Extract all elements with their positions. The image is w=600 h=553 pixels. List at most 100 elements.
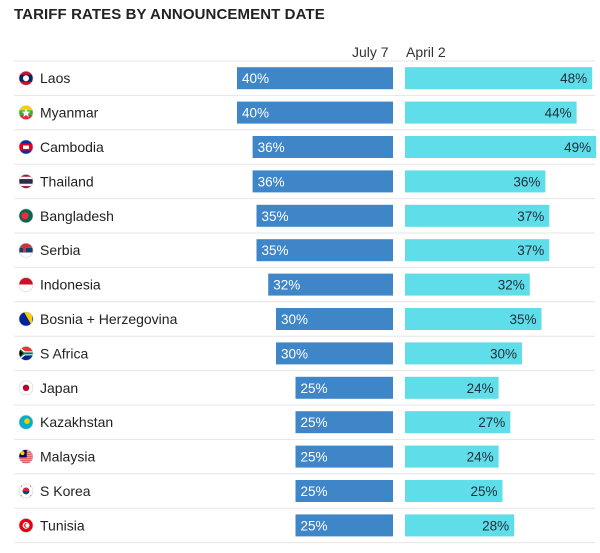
row-s-korea: S Korea 25% 25% — [14, 480, 595, 509]
data-label-july-7: 25% — [301, 484, 328, 499]
serbia-flag-icon — [18, 242, 34, 258]
bar-july-7 — [295, 411, 393, 434]
row-s-africa: S Africa 30% 30% — [14, 342, 595, 372]
myanmar-flag-icon — [18, 105, 34, 120]
row-kazakhstan: Kazakhstan 25% 27% — [14, 411, 595, 440]
row-malaysia: Malaysia 25% 24% — [14, 445, 595, 475]
row-serbia: Serbia 35% 37% — [14, 239, 595, 268]
data-label-april-2: 49% — [564, 140, 591, 155]
bar-april-2 — [405, 136, 597, 158]
thailand-flag-icon — [18, 174, 34, 189]
bar-july-7 — [276, 342, 393, 365]
data-label-april-2: 32% — [498, 278, 525, 293]
bar-april-2 — [405, 445, 499, 468]
data-label-april-2: 27% — [478, 415, 505, 430]
japan-flag-icon — [18, 380, 34, 396]
row-japan: Japan 25% 24% — [14, 376, 595, 406]
malaysia-flag-icon — [18, 449, 34, 464]
data-label-april-2: 24% — [467, 381, 494, 396]
kazakhstan-flag-icon — [18, 414, 34, 430]
country-label: Tunisia — [40, 517, 85, 533]
row-laos: Laos 40% 48% — [14, 67, 595, 96]
country-label: Japan — [40, 380, 78, 396]
bar-july-7 — [256, 204, 393, 227]
data-label-april-2: 36% — [513, 174, 540, 189]
bar-july-7 — [237, 67, 393, 90]
bosnia-flag-icon — [18, 311, 34, 327]
data-label-july-7: 25% — [301, 518, 328, 533]
data-label-april-2: 35% — [509, 312, 536, 327]
data-label-july-7: 25% — [301, 381, 328, 396]
data-label-april-2: 28% — [482, 518, 509, 533]
bar-july-7 — [252, 136, 393, 158]
row-bosnia-herzegovina: Bosnia + Herzegovina 30% 35% — [14, 308, 595, 337]
country-label: Cambodia — [40, 139, 104, 155]
country-label: Serbia — [40, 242, 81, 258]
bar-july-7 — [276, 308, 393, 330]
country-label: Indonesia — [40, 277, 101, 293]
data-label-july-7: 36% — [258, 174, 285, 189]
data-label-july-7: 30% — [281, 346, 308, 361]
country-label: Kazakhstan — [40, 414, 113, 430]
data-label-april-2: 37% — [517, 209, 544, 224]
data-label-july-7: 36% — [258, 140, 285, 155]
country-label: Thailand — [40, 173, 94, 189]
indonesia-flag-icon — [18, 277, 34, 292]
tunisia-flag-icon — [18, 518, 34, 533]
row-thailand: Thailand 36% 36% — [14, 170, 595, 200]
row-tunisia: Tunisia 25% 28% — [14, 514, 595, 544]
bar-july-7 — [237, 101, 393, 124]
data-label-july-7: 35% — [262, 243, 289, 258]
bar-april-2 — [405, 273, 530, 296]
laos-flag-icon — [18, 70, 34, 86]
data-label-april-2: 24% — [467, 450, 494, 465]
bar-april-2 — [405, 308, 542, 330]
bar-april-2 — [405, 376, 499, 399]
country-label: Malaysia — [40, 449, 95, 465]
data-label-april-2: 44% — [545, 106, 572, 121]
data-label-april-2: 25% — [470, 484, 497, 499]
bar-april-2 — [405, 342, 522, 365]
bar-april-2 — [405, 514, 515, 537]
row-myanmar: Myanmar 40% 44% — [14, 101, 595, 131]
data-label-april-2: 37% — [517, 243, 544, 258]
row-cambodia: Cambodia 36% 49% — [14, 136, 597, 165]
country-label: S Africa — [40, 345, 88, 361]
bar-july-7 — [252, 170, 393, 193]
bangladesh-flag-icon — [18, 208, 34, 224]
row-indonesia: Indonesia 32% 32% — [14, 273, 595, 303]
bar-april-2 — [405, 170, 546, 193]
bar-april-2 — [405, 101, 577, 124]
bar-july-7 — [295, 376, 393, 399]
bar-april-2 — [405, 480, 503, 502]
bar-july-7 — [295, 514, 393, 537]
chart-title: TARIFF RATES BY ANNOUNCEMENT DATE — [14, 6, 325, 23]
country-label: Bangladesh — [40, 208, 114, 224]
bar-july-7 — [268, 273, 393, 296]
south-korea-flag-icon — [18, 483, 34, 499]
bar-april-2 — [405, 67, 593, 90]
data-label-july-7: 25% — [301, 450, 328, 465]
bar-april-2 — [405, 204, 550, 227]
bar-july-7 — [256, 239, 393, 262]
data-label-april-2: 30% — [490, 346, 517, 361]
bar-july-7 — [295, 445, 393, 468]
row-bangladesh: Bangladesh 35% 37% — [14, 204, 595, 234]
series-label-april-2: April 2 — [406, 44, 446, 60]
data-label-july-7: 40% — [242, 106, 269, 121]
data-label-july-7: 32% — [273, 278, 300, 293]
data-label-april-2: 48% — [560, 71, 587, 86]
country-label: Bosnia + Herzegovina — [40, 311, 178, 327]
bar-april-2 — [405, 239, 550, 262]
country-label: Myanmar — [40, 105, 99, 121]
series-label-july-7: July 7 — [352, 44, 389, 60]
bar-july-7 — [295, 480, 393, 502]
data-label-july-7: 40% — [242, 71, 269, 86]
country-label: S Korea — [40, 483, 91, 499]
data-label-july-7: 25% — [301, 415, 328, 430]
country-label: Laos — [40, 70, 70, 86]
cambodia-flag-icon — [18, 139, 34, 155]
south-africa-flag-icon — [18, 346, 34, 361]
bar-april-2 — [405, 411, 511, 434]
